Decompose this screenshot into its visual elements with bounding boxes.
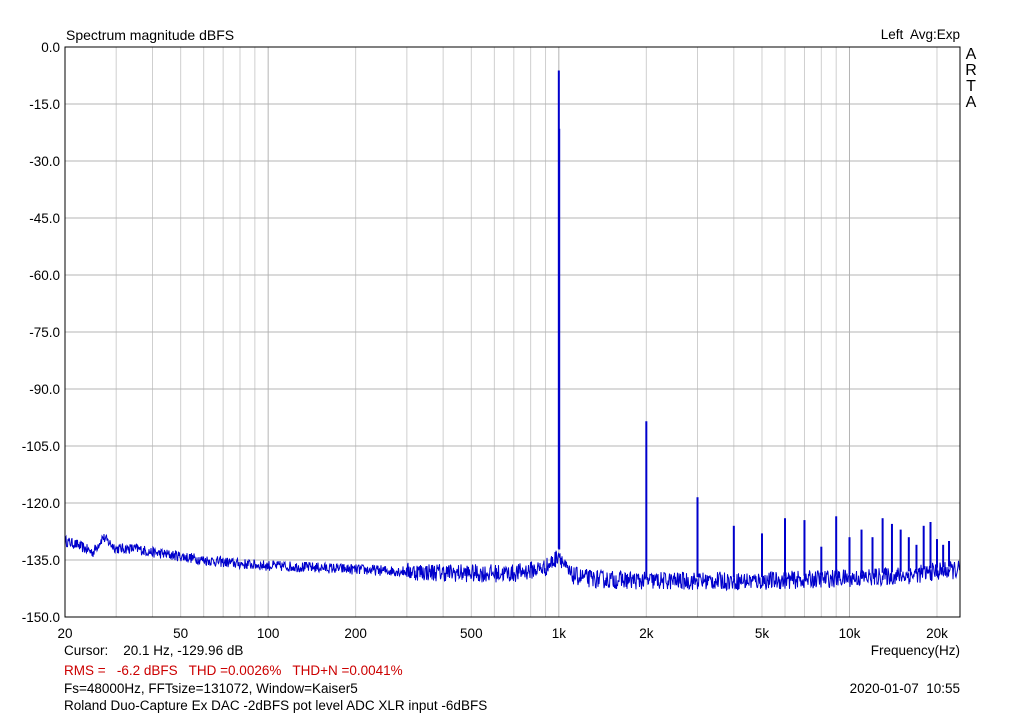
measurement-description: Roland Duo-Capture Ex DAC -2dBFS pot lev… — [64, 698, 488, 713]
major-grid — [65, 46, 960, 618]
plot-frame — [64, 46, 961, 618]
x-tick-label: 50 — [173, 626, 188, 641]
brand-letter: A — [965, 94, 977, 111]
noise-floor-line — [64, 533, 960, 592]
x-axis-tick-labels: 20 50 100 200 500 1k 2k 5k 10k 20k — [57, 626, 948, 641]
y-tick-label: -75.0 — [29, 325, 60, 340]
y-tick-label: -30.0 — [29, 154, 60, 169]
y-tick-label: 0.0 — [41, 40, 60, 55]
y-tick-label: -45.0 — [29, 211, 60, 226]
y-tick-label: -90.0 — [29, 382, 60, 397]
y-tick-label: -120.0 — [22, 496, 60, 511]
channel-avg-label: Left Avg:Exp — [880, 27, 960, 42]
y-tick-label: -105.0 — [22, 439, 60, 454]
x-tick-label: 2k — [639, 626, 654, 641]
y-axis-tick-labels: 0.0 -15.0 -30.0 -45.0 -60.0 -75.0 -90.0 -105.0 -… — [22, 40, 60, 625]
measurement-stats: RMS = -6.2 dBFS THD =0.0026% THD+N =0.00… — [64, 663, 403, 678]
brand-letter: A — [965, 46, 977, 63]
spectrum-trace — [64, 70, 960, 592]
x-tick-label: 5k — [755, 626, 770, 641]
brand-letter: T — [966, 78, 976, 95]
fft-settings: Fs=48000Hz, FFTsize=131072, Window=Kaise… — [64, 681, 358, 696]
x-tick-label: 1k — [552, 626, 567, 641]
y-tick-label: -15.0 — [29, 97, 60, 112]
x-tick-label: 200 — [344, 626, 367, 641]
chart-title: Spectrum magnitude dBFS — [66, 27, 235, 43]
y-tick-label: -60.0 — [29, 268, 60, 283]
y-tick-label: -150.0 — [22, 610, 60, 625]
x-tick-label: 10k — [839, 626, 861, 641]
x-tick-label: 20k — [926, 626, 948, 641]
cursor-readout: Cursor: 20.1 Hz, -129.96 dB — [64, 643, 244, 658]
y-tick-label: -135.0 — [22, 553, 60, 568]
x-tick-label: 20 — [57, 626, 72, 641]
arta-brand: A R T A — [964, 47, 978, 111]
x-axis-label: Frequency(Hz) — [870, 643, 960, 658]
x-tick-label: 500 — [460, 626, 483, 641]
brand-letter: R — [965, 62, 977, 79]
x-tick-label: 100 — [257, 626, 280, 641]
timestamp: 2020-01-07 10:55 — [849, 681, 960, 696]
